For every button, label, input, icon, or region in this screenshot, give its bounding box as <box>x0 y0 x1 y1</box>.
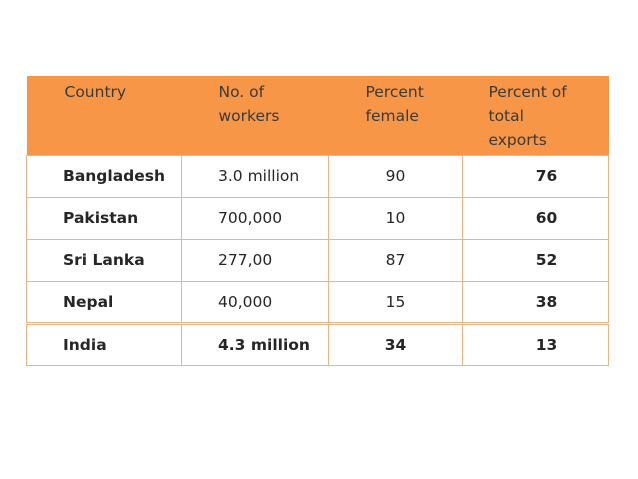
cell-female: 87 <box>328 238 463 282</box>
cell-workers: 700,000 <box>181 196 329 240</box>
table-row: Pakistan 700,000 10 60 <box>26 196 609 240</box>
cell-female: 10 <box>328 196 463 240</box>
cell-workers: 40,000 <box>181 280 329 324</box>
cell-workers: 3.0 million <box>181 154 329 198</box>
cell-female: 15 <box>328 280 463 324</box>
garment-workers-table: Country No. of workers Percent female Pe… <box>26 76 609 366</box>
table-row: Sri Lanka 277,00 87 52 <box>26 238 609 282</box>
header-workers-line-1: No. of <box>218 83 265 101</box>
cell-female: 34 <box>328 321 463 366</box>
table-row: Bangladesh 3.0 million 90 76 <box>26 154 609 198</box>
cell-country: Bangladesh <box>26 154 182 198</box>
cell-exports: 76 <box>462 154 609 198</box>
cell-country: Pakistan <box>26 196 182 240</box>
cell-female: 90 <box>328 154 463 198</box>
cell-country: India <box>26 321 182 366</box>
header-percent-female: Percent female <box>328 76 463 155</box>
header-exports-line-3: exports <box>488 131 547 149</box>
header-workers: No. of workers <box>181 76 329 155</box>
header-female-line-1: Percent <box>365 83 424 101</box>
cell-workers: 4.3 million <box>181 321 329 366</box>
header-country-line-1: Country <box>64 83 127 101</box>
table-body: Bangladesh 3.0 million 90 76 Pakistan 70… <box>26 154 609 366</box>
table-row: Nepal 40,000 15 38 <box>26 280 609 324</box>
cell-exports: 60 <box>462 196 609 240</box>
cell-exports: 38 <box>462 280 609 324</box>
cell-country: Sri Lanka <box>26 238 182 282</box>
header-female-line-2: female <box>365 107 419 125</box>
header-row: Country No. of workers Percent female Pe… <box>26 76 609 155</box>
header-exports-line-1: Percent of <box>488 83 567 101</box>
header-workers-line-2: workers <box>218 107 280 125</box>
header-percent-exports: Percent of total exports <box>462 76 609 155</box>
header-exports-line-2: total <box>488 107 524 125</box>
cell-workers: 277,00 <box>181 238 329 282</box>
cell-exports: 52 <box>462 238 609 282</box>
table-header: Country No. of workers Percent female Pe… <box>26 76 609 155</box>
cell-exports: 13 <box>462 321 609 366</box>
header-country: Country <box>26 76 182 155</box>
cell-country: Nepal <box>26 280 182 324</box>
table-row: India 4.3 million 34 13 <box>26 321 609 366</box>
